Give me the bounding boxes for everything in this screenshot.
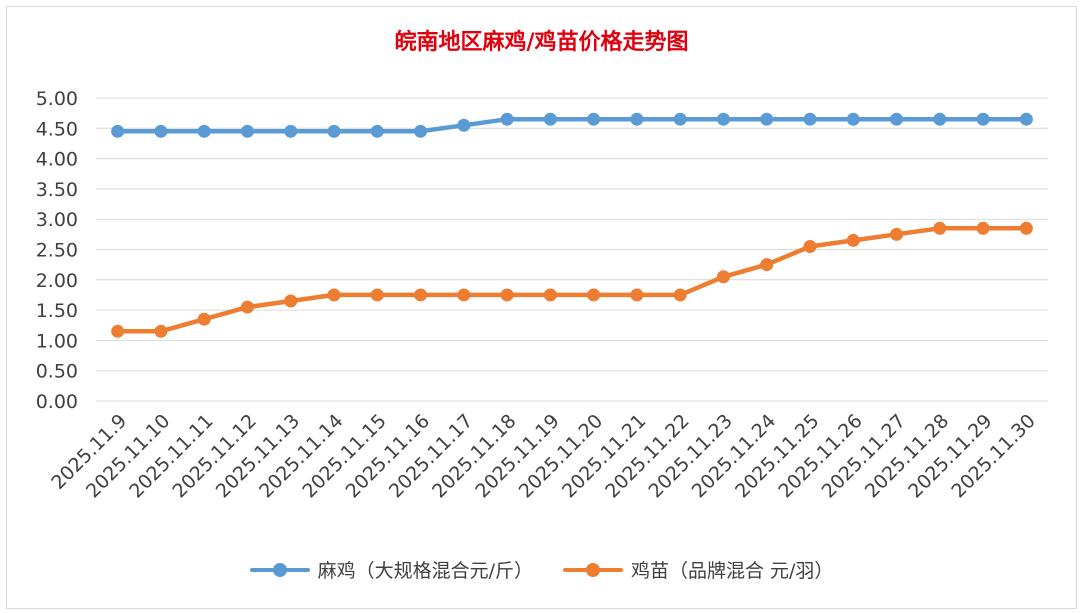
y-tick-label: 4.50 xyxy=(36,118,78,140)
data-point-series-1[interactable] xyxy=(111,124,125,138)
y-tick-label: 3.00 xyxy=(36,209,78,231)
series-line-1 xyxy=(115,116,1029,134)
y-tick-label: 4.00 xyxy=(36,149,78,171)
data-point-series-1[interactable] xyxy=(933,112,947,126)
data-point-series-2[interactable] xyxy=(197,312,211,326)
series-points xyxy=(111,112,1033,338)
chart-legend: 麻鸡（大规格混合元/斤） 鸡苗（品牌混合 元/羽） xyxy=(0,556,1083,583)
legend-item-series-2[interactable]: 鸡苗（品牌混合 元/羽） xyxy=(562,556,834,583)
data-point-series-2[interactable] xyxy=(673,288,687,302)
data-point-series-1[interactable] xyxy=(457,118,471,132)
data-point-series-2[interactable] xyxy=(846,233,860,247)
y-axis-tick-labels: 0.00 0.50 1.00 1.50 2.00 2.50 3.00 3.50 4.00 4.50… xyxy=(36,88,78,413)
y-tick-label: 3.50 xyxy=(36,179,78,201)
data-point-series-1[interactable] xyxy=(890,112,904,126)
data-point-series-2[interactable] xyxy=(630,288,644,302)
legend-item-series-1[interactable]: 麻鸡（大规格混合元/斤） xyxy=(249,556,533,583)
data-point-series-1[interactable] xyxy=(587,112,601,126)
series-lines xyxy=(115,116,1029,334)
data-point-series-1[interactable] xyxy=(154,124,168,138)
data-point-series-1[interactable] xyxy=(327,124,341,138)
data-point-series-2[interactable] xyxy=(587,288,601,302)
data-point-series-1[interactable] xyxy=(760,112,774,126)
data-point-series-1[interactable] xyxy=(673,112,687,126)
data-point-series-2[interactable] xyxy=(1019,221,1033,235)
data-point-series-2[interactable] xyxy=(457,288,471,302)
data-point-series-1[interactable] xyxy=(414,124,428,138)
data-point-series-2[interactable] xyxy=(933,221,947,235)
legend-swatch-series-2 xyxy=(562,559,623,581)
y-tick-label: 2.00 xyxy=(36,270,78,292)
chart-title: 皖南地区麻鸡/鸡苗价格走势图 xyxy=(394,29,689,55)
data-point-series-2[interactable] xyxy=(154,324,168,338)
data-point-series-1[interactable] xyxy=(197,124,211,138)
gridlines xyxy=(96,97,1048,402)
y-tick-label: 0.00 xyxy=(36,391,78,413)
data-point-series-2[interactable] xyxy=(327,288,341,302)
legend-swatch-series-1 xyxy=(249,559,310,581)
data-point-series-2[interactable] xyxy=(500,288,514,302)
data-point-series-1[interactable] xyxy=(500,112,514,126)
data-point-series-1[interactable] xyxy=(240,124,254,138)
data-point-series-1[interactable] xyxy=(1019,112,1033,126)
x-axis-tick-labels: 2025.11.92025.11.102025.11.112025.11.122… xyxy=(47,410,1040,502)
data-point-series-1[interactable] xyxy=(976,112,990,126)
data-point-series-2[interactable] xyxy=(760,258,774,272)
data-point-series-2[interactable] xyxy=(716,270,730,284)
y-tick-label: 1.00 xyxy=(36,330,78,352)
data-point-series-1[interactable] xyxy=(803,112,817,126)
y-tick-label: 0.50 xyxy=(36,361,78,383)
data-point-series-1[interactable] xyxy=(284,124,298,138)
data-point-series-2[interactable] xyxy=(284,294,298,308)
data-point-series-1[interactable] xyxy=(543,112,557,126)
data-point-series-2[interactable] xyxy=(543,288,557,302)
data-point-series-2[interactable] xyxy=(111,324,125,338)
data-point-series-2[interactable] xyxy=(803,239,817,253)
data-point-series-2[interactable] xyxy=(414,288,428,302)
legend-label-series-1: 麻鸡（大规格混合元/斤） xyxy=(317,560,533,582)
data-point-series-2[interactable] xyxy=(370,288,384,302)
data-point-series-1[interactable] xyxy=(630,112,644,126)
chart-frame xyxy=(6,6,1077,609)
data-point-series-2[interactable] xyxy=(976,221,990,235)
y-tick-label: 1.50 xyxy=(36,300,78,322)
data-point-series-1[interactable] xyxy=(716,112,730,126)
data-point-series-1[interactable] xyxy=(846,112,860,126)
series-line-2 xyxy=(115,226,1029,334)
y-tick-label: 2.50 xyxy=(36,240,78,262)
data-point-series-1[interactable] xyxy=(370,124,384,138)
data-point-series-2[interactable] xyxy=(240,300,254,314)
y-tick-label: 5.00 xyxy=(36,88,78,110)
legend-label-series-2: 鸡苗（品牌混合 元/羽） xyxy=(630,560,834,582)
data-point-series-2[interactable] xyxy=(890,227,904,241)
